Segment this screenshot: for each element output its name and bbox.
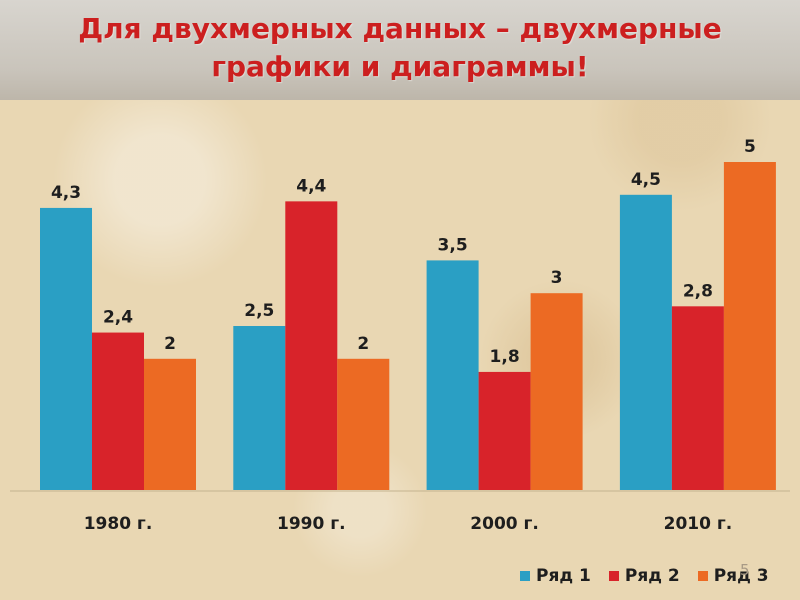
data-label-series-1-2: 2,5 <box>244 301 274 321</box>
x-tick-label-4: 2010 г. <box>664 514 733 534</box>
chart-legend: Ряд 1 Ряд 2 Ряд 3 <box>520 566 769 586</box>
title-bar: Для двухмерных данных – двухмерные графи… <box>0 0 800 100</box>
data-label-series-3-4: 5 <box>744 137 756 157</box>
bar-series-3-4 <box>723 162 776 490</box>
page-number: 5 <box>740 561 750 579</box>
legend-label-series-3: Ряд 3 <box>713 566 769 586</box>
data-label-series-2-4: 2,8 <box>683 281 713 301</box>
data-label-series-3-3: 3 <box>551 268 563 288</box>
bar-series-1-4 <box>619 194 672 491</box>
bar-series-2-3 <box>478 371 531 490</box>
legend-label-series-2: Ряд 2 <box>624 566 680 586</box>
data-label-series-1-3: 3,5 <box>438 235 468 255</box>
data-label-series-1-4: 4,5 <box>631 170 661 190</box>
slide-title: Для двухмерных данных – двухмерные графи… <box>0 10 800 86</box>
x-tick-label-3: 2000 г. <box>470 514 539 534</box>
data-label-series-2-1: 2,4 <box>103 308 133 328</box>
bar-series-3-1 <box>144 358 196 490</box>
title-line-1: Для двухмерных данных – двухмерные <box>78 12 722 45</box>
data-label-series-2-2: 4,4 <box>296 176 326 196</box>
legend-swatch-series-3 <box>697 571 708 581</box>
x-tick-label-1: 1980 г. <box>84 514 153 534</box>
bar-chart: 4,3 2,4 2 1980 г. 2,5 4,4 2 1990 г. 3,5 1,8 3 2000 … <box>10 137 790 534</box>
x-tick-label-2: 1990 г. <box>277 514 346 534</box>
bar-series-1-1 <box>40 207 92 491</box>
legend-label-series-1: Ряд 1 <box>536 566 591 586</box>
legend-swatch-series-1 <box>520 571 530 581</box>
legend-item-series-3: Ряд 3 <box>697 566 769 586</box>
bar-series-2-1 <box>92 332 144 490</box>
bar-series-3-2 <box>337 358 390 490</box>
bar-series-1-3 <box>426 260 479 490</box>
bar-series-2-4 <box>671 306 724 490</box>
legend-item-series-2: Ряд 2 <box>608 566 680 586</box>
data-label-series-2-3: 1,8 <box>490 347 520 367</box>
data-label-series-1-1: 4,3 <box>51 183 81 203</box>
legend-swatch-series-2 <box>608 571 619 581</box>
legend-item-series-1: Ряд 1 <box>520 566 591 586</box>
bar-series-1-2 <box>233 326 286 490</box>
bar-series-3-3 <box>530 293 583 490</box>
bar-series-2-2 <box>285 201 338 491</box>
title-line-2: графики и диаграммы! <box>211 50 589 83</box>
data-label-series-3-1: 2 <box>164 334 176 354</box>
data-label-series-3-2: 2 <box>357 334 369 354</box>
